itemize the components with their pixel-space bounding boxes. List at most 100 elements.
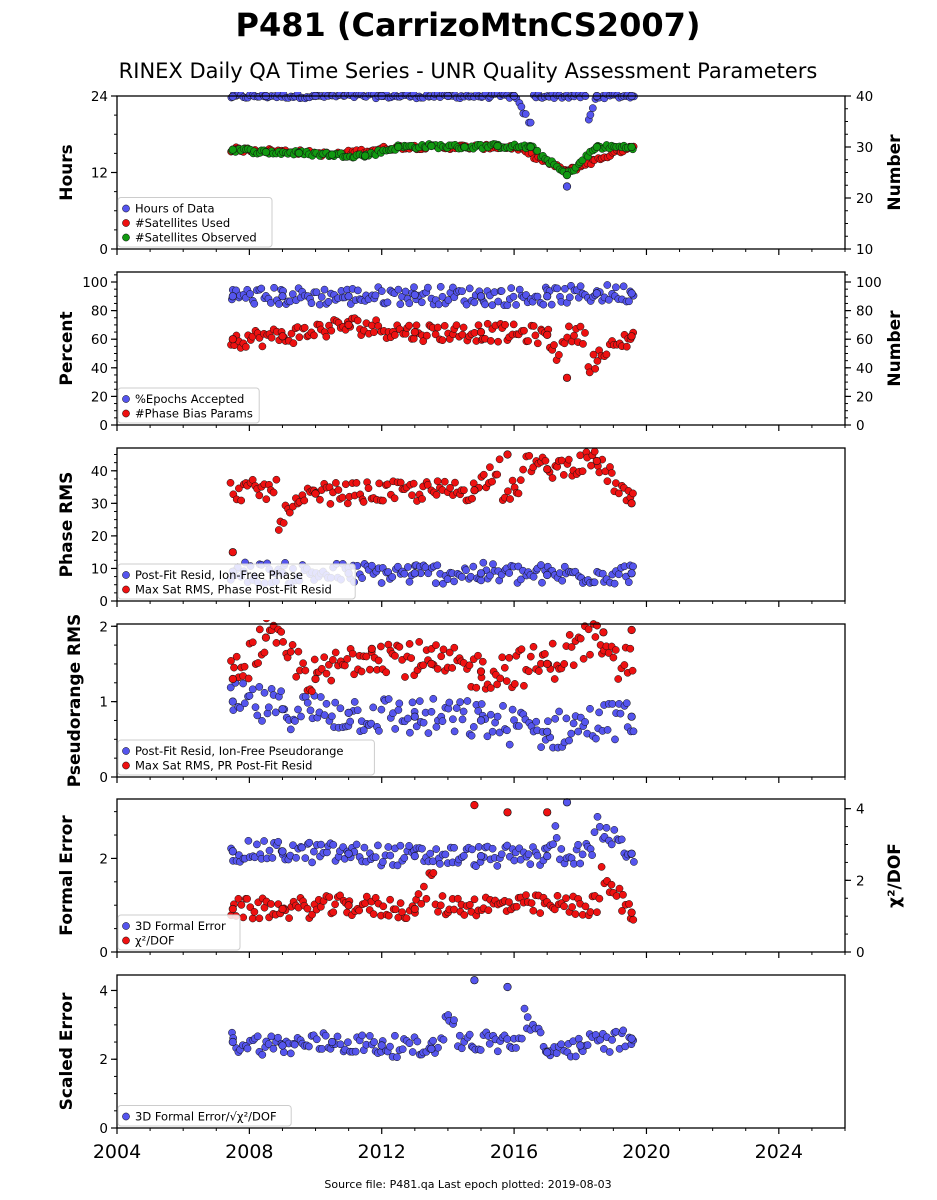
point-phase-bias-params xyxy=(412,321,421,330)
point-post-fit-resid-ion-free-pseudorange xyxy=(271,708,280,717)
point-post-fit-resid-ion-free-pseudorange xyxy=(627,712,636,721)
point-epochs-accepted xyxy=(565,293,574,302)
point-epochs-accepted xyxy=(275,300,283,308)
point-satellites-observed xyxy=(533,146,542,155)
point-3d-formal-error xyxy=(497,850,506,859)
point-phase-bias-params xyxy=(509,320,518,329)
point-max-sat-rms-phase-post-fit-resid xyxy=(343,499,352,508)
y-right-tick-label: 20 xyxy=(856,191,873,207)
point-dof xyxy=(627,908,636,917)
point-3d-formal-error xyxy=(268,854,277,862)
footer-source: Source file: P481.qa Last epoch plotted:… xyxy=(324,1178,611,1191)
point-dof xyxy=(228,904,237,914)
point-max-sat-rms-phase-post-fit-resid xyxy=(316,495,324,504)
point-3d-formal-error xyxy=(474,843,483,851)
point-3d-formal-error xyxy=(610,826,619,834)
point-post-fit-resid-ion-free-phase xyxy=(505,569,514,577)
point-epochs-accepted xyxy=(547,300,556,309)
point-dof xyxy=(581,902,590,911)
point-3d-formal-error xyxy=(578,850,587,859)
point-phase-bias-params xyxy=(476,328,486,337)
point-satellites-observed xyxy=(627,142,636,152)
point-phase-bias-params xyxy=(543,330,552,340)
point-3d-formal-error-dof xyxy=(439,1035,448,1044)
point-phase-bias-params xyxy=(242,343,250,351)
point-post-fit-resid-ion-free-phase xyxy=(627,569,636,578)
point-3d-formal-error xyxy=(305,838,314,847)
point-dof xyxy=(615,884,624,893)
point-max-sat-rms-pr-post-fit-resid xyxy=(427,659,436,669)
point-post-fit-resid-ion-free-pseudorange xyxy=(322,699,331,708)
point-max-sat-rms-pr-post-fit-resid xyxy=(599,628,608,637)
point-max-sat-rms-pr-post-fit-resid xyxy=(584,625,593,634)
point-post-fit-resid-ion-free-pseudorange xyxy=(253,711,262,720)
point-3d-formal-error xyxy=(526,860,535,869)
point-phase-bias-params xyxy=(458,330,467,339)
point-max-sat-rms-pr-post-fit-resid xyxy=(261,633,271,642)
point-max-sat-rms-pr-post-fit-resid xyxy=(407,654,416,662)
point-max-sat-rms-phase-post-fit-resid xyxy=(470,486,479,495)
point-post-fit-resid-ion-free-pseudorange xyxy=(493,712,502,721)
point-phase-bias-params xyxy=(494,337,502,346)
legend-marker xyxy=(122,233,130,242)
point-max-sat-rms-phase-post-fit-resid xyxy=(274,526,283,534)
point-post-fit-resid-ion-free-pseudorange xyxy=(503,726,511,735)
point-max-sat-rms-pr-post-fit-resid xyxy=(310,655,319,664)
point-post-fit-resid-ion-free-pseudorange xyxy=(346,717,355,726)
point-3d-formal-error-dof xyxy=(398,1045,407,1054)
point-post-fit-resid-ion-free-phase xyxy=(486,571,494,580)
point-post-fit-resid-ion-free-pseudorange xyxy=(303,698,312,707)
point-post-fit-resid-ion-free-pseudorange xyxy=(569,719,578,728)
point-satellites-observed xyxy=(493,141,502,151)
point-max-sat-rms-phase-post-fit-resid xyxy=(272,475,281,484)
point-post-fit-resid-ion-free-phase xyxy=(476,569,486,578)
point-max-sat-rms-phase-post-fit-resid xyxy=(516,476,525,484)
point-post-fit-resid-ion-free-phase xyxy=(410,569,419,578)
point-3d-formal-error-dof xyxy=(619,1026,628,1035)
point-3d-formal-error-dof xyxy=(457,1044,466,1053)
point-3d-formal-error-dof xyxy=(520,1004,529,1013)
point-max-sat-rms-pr-post-fit-resid xyxy=(448,664,457,672)
point-max-sat-rms-phase-post-fit-resid xyxy=(311,489,320,498)
point-max-sat-rms-phase-post-fit-resid xyxy=(338,493,347,502)
point-post-fit-resid-ion-free-pseudorange xyxy=(608,700,617,708)
point-3d-formal-error-dof xyxy=(328,1037,337,1047)
legend-label: #Phase Bias Params xyxy=(135,407,253,421)
point-post-fit-resid-ion-free-pseudorange xyxy=(486,710,495,719)
point-dof xyxy=(420,882,428,891)
y-tick-label: 0 xyxy=(99,594,108,610)
point-dof xyxy=(434,907,442,916)
point-max-sat-rms-pr-post-fit-resid xyxy=(272,639,281,647)
point-phase-bias-params xyxy=(550,341,558,349)
point-post-fit-resid-ion-free-pseudorange xyxy=(586,704,594,713)
point-post-fit-resid-ion-free-pseudorange xyxy=(469,723,478,731)
point-phase-bias-params xyxy=(529,322,538,330)
point-3d-formal-error-dof xyxy=(305,1042,313,1051)
point-epochs-accepted xyxy=(410,283,418,292)
scatter-points xyxy=(227,281,638,382)
y-right-tick-label: 2 xyxy=(856,873,865,889)
point-max-sat-rms-pr-post-fit-resid xyxy=(524,667,533,676)
point-3d-formal-error-dof xyxy=(321,1031,330,1040)
point-3d-formal-error-dof xyxy=(536,1028,545,1037)
point-epochs-accepted xyxy=(383,298,392,307)
point-3d-formal-error xyxy=(308,858,316,867)
point-3d-formal-error xyxy=(510,856,519,865)
point-max-sat-rms-pr-post-fit-resid xyxy=(433,665,442,673)
y-right-tick-label: 10 xyxy=(856,242,873,258)
point-max-sat-rms-pr-post-fit-resid xyxy=(367,644,376,654)
point-epochs-accepted xyxy=(228,292,237,301)
point-epochs-accepted xyxy=(612,283,620,292)
point-max-sat-rms-pr-post-fit-resid xyxy=(301,666,310,675)
point-3d-formal-error-dof xyxy=(264,1040,273,1048)
point-3d-formal-error xyxy=(588,851,596,859)
point-max-sat-rms-phase-post-fit-resid xyxy=(396,478,405,487)
point-max-sat-rms-pr-post-fit-resid xyxy=(391,652,399,660)
point-3d-formal-error xyxy=(374,841,382,850)
point-epochs-accepted xyxy=(410,290,419,300)
point-post-fit-resid-ion-free-pseudorange xyxy=(592,734,600,743)
point-phase-bias-params xyxy=(570,331,578,340)
point-max-sat-rms-pr-post-fit-resid xyxy=(415,638,424,646)
point-post-fit-resid-ion-free-phase xyxy=(424,569,433,578)
point-3d-formal-error xyxy=(228,847,237,856)
